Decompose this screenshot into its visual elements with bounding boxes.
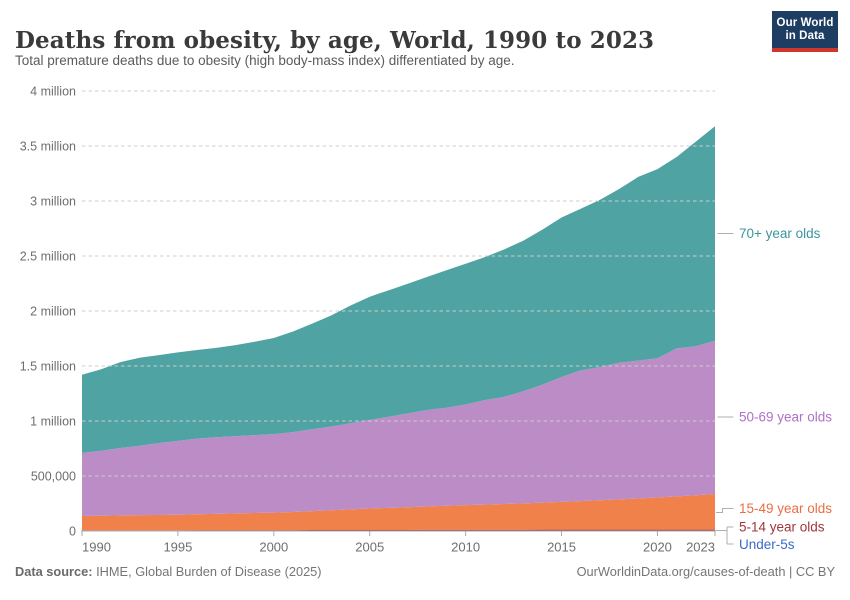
legend-label-15-49-year-olds[interactable]: 15-49 year olds [739, 501, 832, 516]
area-50-69-year-olds[interactable] [82, 340, 715, 517]
data-source-value: IHME, Global Burden of Disease (2025) [92, 564, 322, 579]
x-tick-label: 2005 [355, 540, 384, 555]
x-tick-label: 2023 [686, 540, 715, 555]
area-15-49-year-olds[interactable] [82, 494, 715, 531]
owid-logo-line1: Our World [776, 16, 834, 29]
area-70-year-olds[interactable] [82, 126, 715, 453]
y-tick-label: 0 [69, 524, 76, 538]
legend-label-5-14-year-olds[interactable]: 5-14 year olds [739, 520, 825, 535]
y-tick-label: 4 million [30, 84, 76, 98]
x-tick-label: 1995 [163, 540, 192, 555]
owid-logo-line2: in Data [785, 29, 825, 42]
legend-label-70-year-olds[interactable]: 70+ year olds [739, 226, 821, 241]
y-tick-label: 2 million [30, 304, 76, 318]
data-source-label: Data source: [15, 564, 93, 579]
y-tick-label: 3.5 million [20, 139, 76, 153]
legend-connector [716, 526, 734, 545]
x-tick-label: 1990 [82, 540, 111, 555]
legend-label-under-5s[interactable]: Under-5s [739, 537, 795, 552]
owid-logo[interactable]: Our World in Data [772, 11, 838, 52]
legend-label-50-69-year-olds[interactable]: 50-69 year olds [739, 410, 832, 425]
x-tick-label: 2010 [451, 540, 480, 555]
chart-subtitle: Total premature deaths due to obesity (h… [15, 53, 515, 68]
y-tick-label: 1 million [30, 414, 76, 428]
y-tick-label: 500,000 [31, 469, 76, 483]
x-tick-label: 2020 [643, 540, 672, 555]
page-title: Deaths from obesity, by age, World, 1990… [15, 27, 655, 55]
x-tick-label: 2000 [259, 540, 288, 555]
area-5-14-year-olds[interactable] [82, 529, 715, 531]
y-tick-label: 2.5 million [20, 249, 76, 263]
y-tick-label: 1.5 million [20, 359, 76, 373]
data-source: Data source: IHME, Global Burden of Dise… [15, 564, 322, 579]
chart-footer: Data source: IHME, Global Burden of Dise… [15, 564, 835, 579]
y-tick-label: 3 million [30, 194, 76, 208]
x-tick-label: 2015 [547, 540, 576, 555]
owid-url-license[interactable]: OurWorldinData.org/causes-of-death | CC … [576, 564, 835, 579]
legend-connector [716, 508, 734, 513]
